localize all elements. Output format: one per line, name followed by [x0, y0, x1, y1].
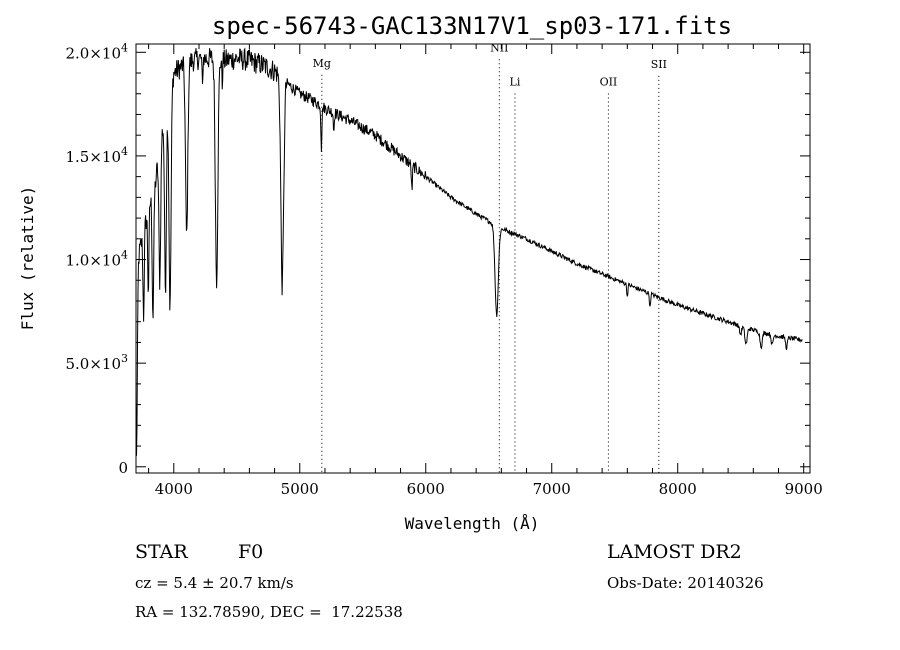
y-tick-label: 1.5×104 — [65, 145, 128, 166]
y-tick-label: 1.0×104 — [65, 249, 128, 270]
object-subclass: F0 — [238, 541, 264, 563]
coordinates: RA = 132.78590, DEC = 17.22538 — [135, 603, 403, 621]
reference-line-label: Li — [510, 75, 521, 88]
axis-tick-labels: 4000 5000 6000 7000 8000 9000 0 5.0×103 1.0×104 1… — [65, 41, 822, 498]
reference-lines: Mg NII Li OII SII — [313, 41, 667, 473]
chart-title: spec-56743-GAC133N17V1_sp03-171.fits — [212, 12, 732, 40]
x-tick-label: 4000 — [155, 480, 193, 498]
x-tick-label: 6000 — [407, 480, 445, 498]
reference-line-label: SII — [651, 58, 667, 71]
plot-frame — [135, 43, 811, 474]
survey-name: LAMOST DR2 — [607, 541, 742, 563]
axis-ticks — [136, 44, 810, 473]
x-tick-label: 9000 — [785, 480, 823, 498]
x-tick-label: 5000 — [281, 480, 319, 498]
y-tick-label: 2.0×104 — [65, 41, 128, 62]
x-tick-label: 7000 — [533, 480, 571, 498]
object-class: STAR — [135, 541, 188, 563]
y-tick-label: 5.0×103 — [65, 352, 128, 373]
reference-line-label: OII — [600, 75, 618, 88]
redshift-velocity: cz = 5.4 ± 20.7 km/s — [135, 574, 294, 592]
reference-line-label: NII — [490, 41, 508, 54]
y-tick-label: 0 — [118, 459, 128, 477]
x-tick-label: 8000 — [659, 480, 697, 498]
spectrum-line — [135, 47, 803, 456]
y-axis-label: Flux (relative) — [18, 186, 37, 331]
observation-date: Obs-Date: 20140326 — [607, 574, 764, 592]
x-axis-label: Wavelength (Å) — [405, 514, 540, 533]
reference-line-label: Mg — [313, 57, 331, 70]
